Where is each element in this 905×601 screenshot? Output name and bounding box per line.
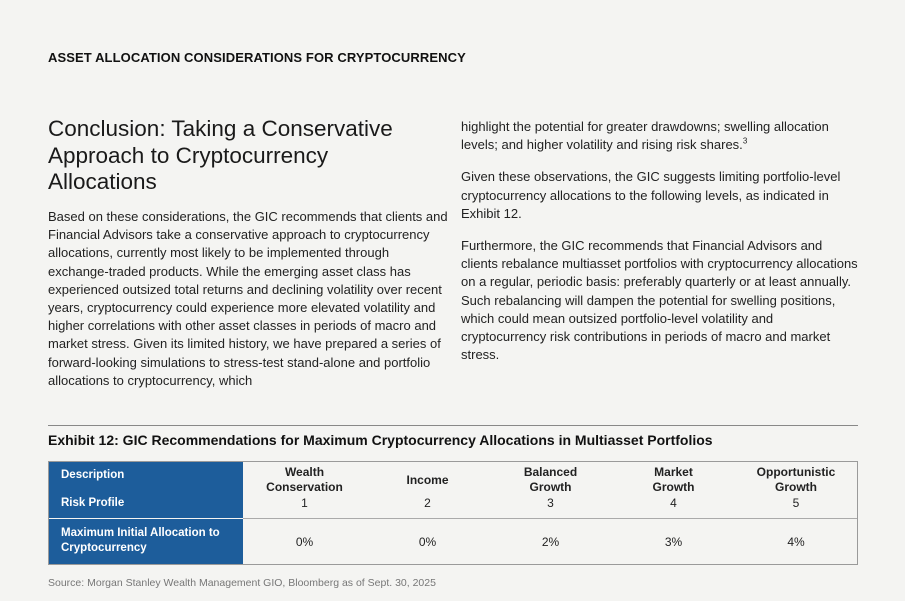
col-header-income: Income bbox=[366, 473, 489, 488]
col-header-wealth-conservation: Wealth Conservation bbox=[243, 465, 366, 495]
right-paragraph-1: highlight the potential for greater draw… bbox=[461, 118, 861, 154]
col-header-line: Wealth bbox=[284, 465, 325, 479]
row-label-description: Description bbox=[49, 462, 243, 490]
allocation-value: 0% bbox=[295, 535, 314, 549]
exhibit-title: Exhibit 12: GIC Recommendations for Maxi… bbox=[48, 432, 713, 448]
col-header-line: Opportunistic bbox=[756, 465, 836, 479]
heading-line: Approach to Cryptocurrency bbox=[48, 142, 329, 168]
allocation-value: 3% bbox=[664, 535, 683, 549]
risk-value: 5 bbox=[792, 496, 800, 510]
row-label-max-allocation: Maximum Initial Allocation to Cryptocurr… bbox=[49, 519, 243, 564]
col-header-line: Balanced bbox=[523, 465, 578, 479]
allocation-table: Description Risk Profile Maximum Initial… bbox=[48, 461, 858, 565]
footnote-marker[interactable]: 3 bbox=[742, 136, 748, 146]
right-paragraph-3: Furthermore, the GIC recommends that Fin… bbox=[461, 238, 858, 363]
col-header-line: Conservation bbox=[266, 480, 343, 494]
col-header-opportunistic-growth: Opportunistic Growth bbox=[735, 465, 857, 495]
col-header-line: Growth bbox=[652, 480, 695, 494]
row-divider bbox=[243, 518, 857, 519]
heading-line: Allocations bbox=[48, 169, 157, 194]
allocation-value: 2% bbox=[541, 535, 560, 549]
row-label-line: Cryptocurrency bbox=[61, 542, 147, 554]
risk-value: 3 bbox=[547, 496, 554, 510]
col-header-line: Growth bbox=[775, 480, 817, 494]
risk-value: 1 bbox=[301, 496, 308, 510]
right-paragraph-1-text: highlight the potential for greater draw… bbox=[461, 119, 829, 153]
col-header-line: Growth bbox=[529, 480, 572, 494]
allocation-value: 0% bbox=[418, 535, 437, 549]
row-label-risk-profile: Risk Profile bbox=[49, 490, 243, 518]
col-header-balanced-growth: Balanced Growth bbox=[489, 465, 612, 495]
col-header-line: Income bbox=[406, 473, 449, 487]
right-paragraph-2: Given these observations, the GIC sugges… bbox=[461, 169, 841, 221]
exhibit-divider bbox=[48, 425, 858, 426]
risk-value: 2 bbox=[424, 496, 431, 510]
row-label-line: Maximum Initial Allocation to bbox=[61, 527, 220, 539]
source-note: Source: Morgan Stanley Wealth Management… bbox=[48, 577, 436, 589]
heading-line: Conclusion: Taking a Conservative bbox=[48, 116, 393, 141]
right-column: highlight the potential for greater draw… bbox=[461, 118, 861, 378]
risk-value: 4 bbox=[670, 496, 677, 510]
col-header-market-growth: Market Growth bbox=[612, 465, 735, 495]
conclusion-heading: Conclusion: Taking a Conservative Approa… bbox=[48, 116, 438, 196]
col-header-line: Market bbox=[654, 465, 693, 479]
allocation-value: 4% bbox=[787, 535, 805, 549]
left-paragraph: Based on these considerations, the GIC r… bbox=[48, 209, 448, 388]
section-header: ASSET ALLOCATION CONSIDERATIONS FOR CRYP… bbox=[48, 50, 466, 65]
